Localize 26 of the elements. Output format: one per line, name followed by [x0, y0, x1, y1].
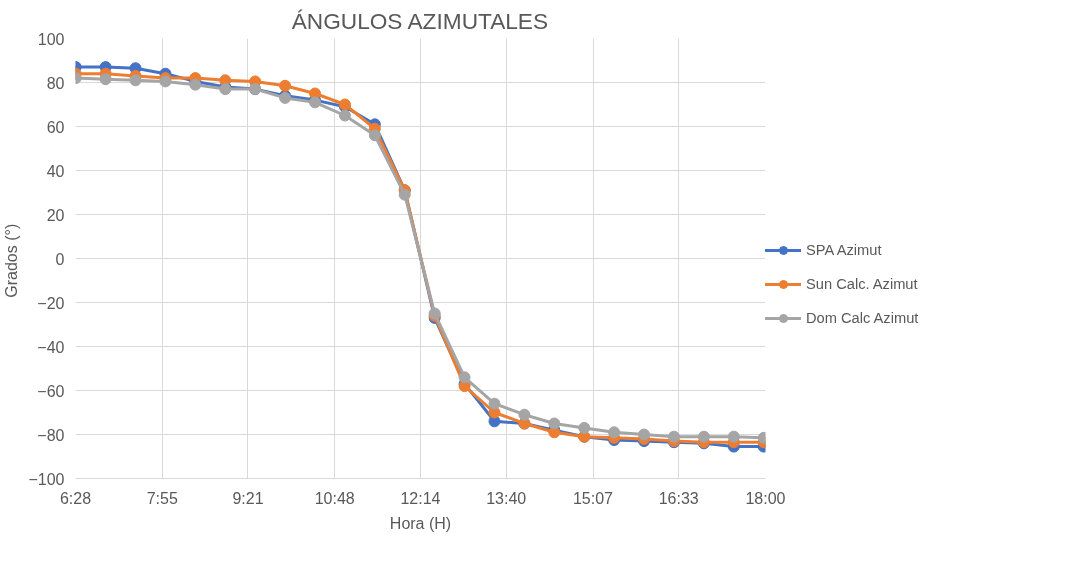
x-tick-label: 7:55	[146, 489, 178, 507]
x-tick-label: 16:33	[658, 489, 699, 507]
chart-title: ÁNGULOS AZIMUTALES	[291, 7, 549, 34]
y-tick-label: −60	[37, 382, 65, 400]
y-tick-label: 100	[37, 30, 65, 48]
y-tick-label: −20	[37, 294, 65, 312]
x-tick-label: 13:40	[486, 489, 527, 507]
y-tick-label: −40	[37, 338, 65, 356]
x-tick-label: 12:14	[400, 489, 441, 507]
y-tick-label: −100	[28, 470, 65, 488]
y-tick-label: 0	[55, 250, 65, 268]
legend-label: Dom Calc Azimut	[806, 310, 919, 326]
x-tick-label: 10:48	[314, 489, 355, 507]
y-tick-label: 80	[46, 74, 65, 92]
y-tick-label: 40	[46, 162, 65, 180]
y-tick-label: 60	[46, 118, 65, 136]
y-tick-label: 20	[46, 206, 65, 224]
y-axis-title: Grados (°)	[3, 223, 21, 298]
x-tick-label: 15:07	[572, 489, 614, 507]
y-tick-label: −80	[37, 426, 65, 444]
x-tick-label: 18:00	[745, 489, 786, 507]
x-tick-label: 9:21	[232, 489, 264, 507]
legend-label: SPA Azimut	[806, 242, 882, 258]
x-tick-label: 6:28	[59, 489, 92, 507]
x-axis-title: Hora (H)	[389, 514, 452, 532]
legend-label: Sun Calc. Azimut	[806, 276, 918, 292]
